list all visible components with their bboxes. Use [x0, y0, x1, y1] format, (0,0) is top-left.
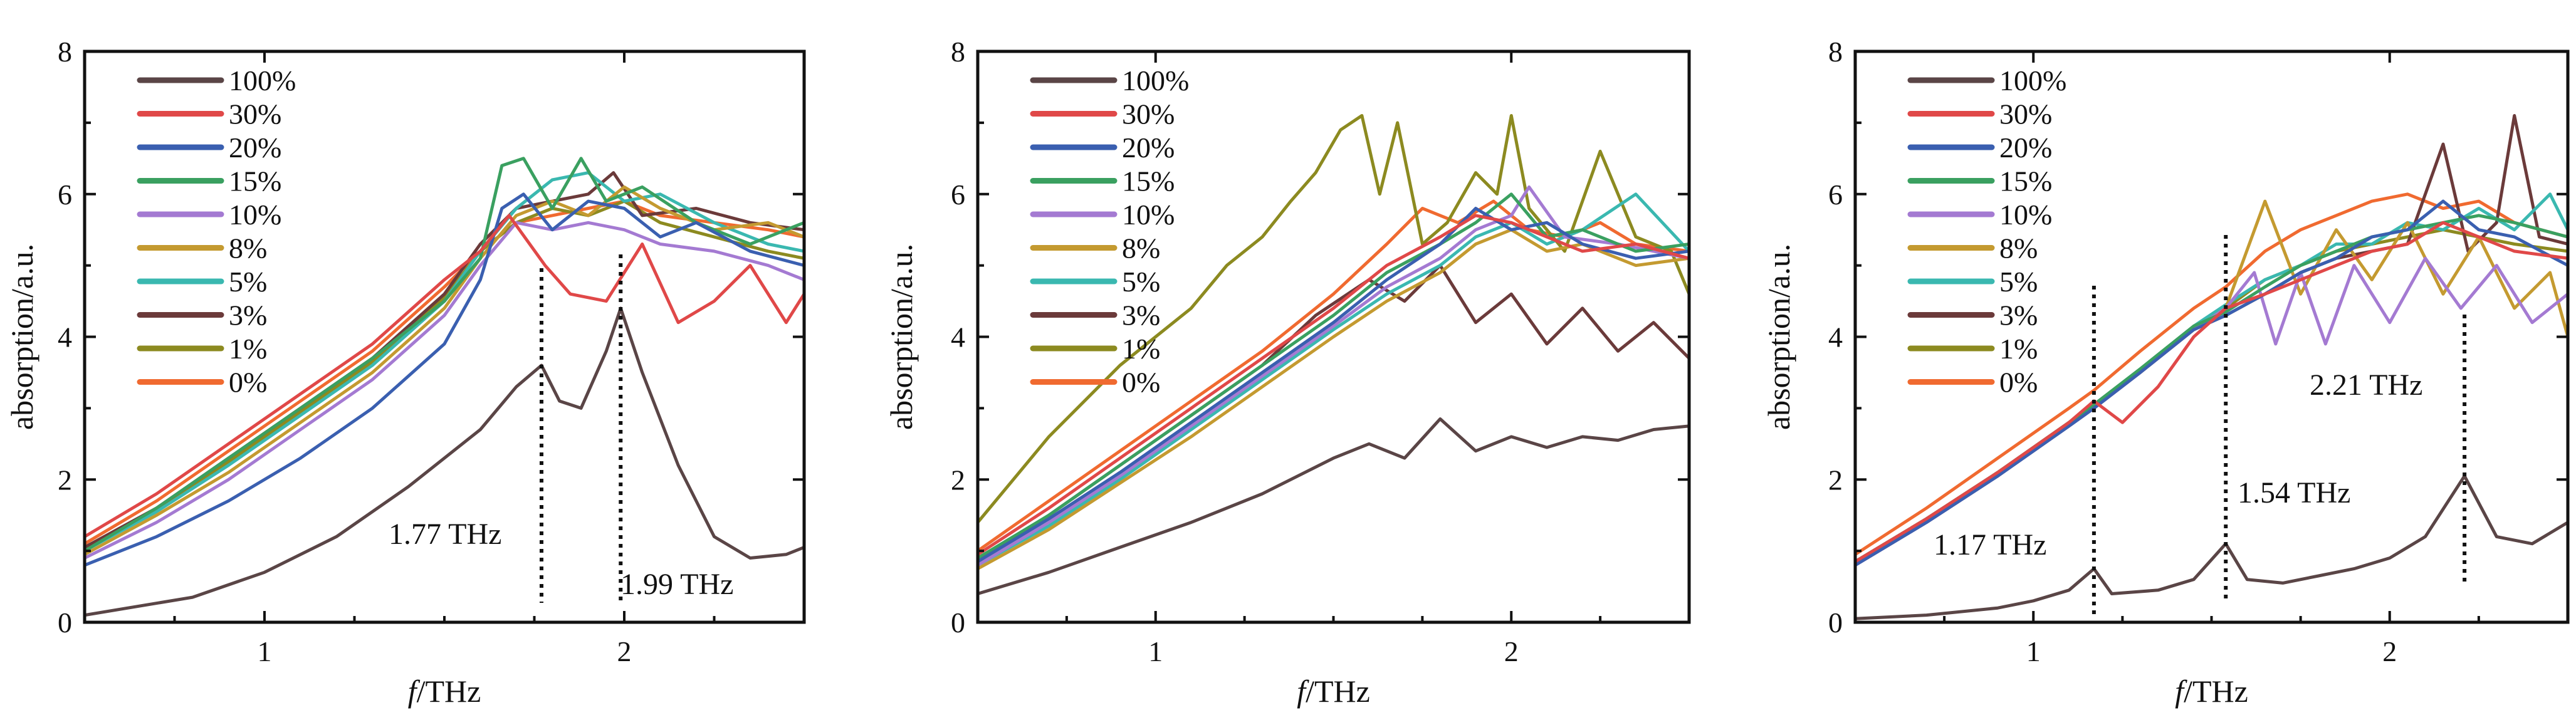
x-tick-label: 2 [1504, 635, 1519, 667]
legend-label: 3% [1999, 300, 2038, 331]
y-axis-label: absorption/a.u. [884, 244, 919, 430]
legend-label: 100% [1122, 65, 1189, 97]
series-line-5pct [85, 171, 804, 553]
legend-label: 30% [1122, 98, 1175, 130]
y-tick-label: 8 [58, 36, 72, 68]
chart-panel-3: 1.17 THz 1.54 THz 2.21 THz 0 2 4 6 8 1 2 f/THz abso… [1761, 36, 2570, 709]
legend-label: 0% [229, 367, 267, 399]
legend-label: 10% [229, 199, 281, 231]
legend-label: 0% [1999, 367, 2038, 399]
series-line-15pct [978, 192, 1689, 560]
legend-label: 8% [1122, 232, 1160, 264]
series-line-1pct [978, 114, 1689, 525]
legend-label: 30% [1999, 98, 2052, 130]
legend-label: 30% [229, 98, 281, 130]
legend-label: 5% [229, 266, 267, 298]
peak-annotation: 1.17 THz [1934, 528, 2046, 561]
series-group [978, 114, 1689, 595]
legend-label: 1% [1122, 333, 1160, 365]
legend-label: 1% [229, 333, 267, 365]
x-tick-label: 1 [258, 635, 272, 667]
series-line-100pct [978, 417, 1689, 595]
legend-label: 10% [1999, 199, 2052, 231]
y-tick-label: 6 [951, 179, 965, 211]
y-tick-label: 0 [58, 607, 72, 639]
y-tick-label: 4 [951, 321, 965, 353]
legend-label: 8% [1999, 232, 2038, 264]
series-line-100pct [85, 306, 804, 617]
series-group [85, 157, 804, 617]
legend-label: 5% [1122, 266, 1160, 298]
legend-label: 0% [1122, 367, 1160, 399]
legend-label: 1% [1999, 333, 2038, 365]
series-group [1855, 114, 2568, 620]
y-tick-label: 2 [58, 464, 72, 496]
x-axis-label: f/THz [2175, 674, 2248, 709]
legend-label: 3% [1122, 300, 1160, 331]
legend-label: 5% [1999, 266, 2038, 298]
series-line-20pct [978, 207, 1689, 563]
series-line-8pct [978, 228, 1689, 571]
legend-label: 3% [229, 300, 267, 331]
legend-label: 15% [1999, 165, 2052, 197]
legend-label: 15% [229, 165, 281, 197]
legend-label: 20% [1999, 132, 2052, 164]
x-axis-label: f/THz [1297, 674, 1370, 709]
y-tick-label: 0 [1828, 607, 1843, 639]
legend: 100%30%20%15%10%8%5%3%1%0% [137, 65, 296, 399]
y-tick-label: 8 [1828, 36, 1843, 68]
series-line-30pct [85, 214, 804, 538]
y-tick-label: 6 [58, 179, 72, 211]
x-axis-label: f/THz [408, 674, 481, 709]
series-line-10pct [1855, 256, 2568, 567]
series-line-15pct [85, 157, 804, 553]
series-line-20pct [85, 192, 804, 567]
legend-label: 8% [229, 232, 267, 264]
peak-annotation: 1.77 THz [389, 518, 501, 551]
legend: 100%30%20%15%10%8%5%3%1%0% [1907, 65, 2066, 399]
series-line-30pct [978, 214, 1689, 556]
legend-label: 20% [1122, 132, 1175, 164]
series-line-30pct [1855, 221, 2568, 563]
y-tick-label: 2 [951, 464, 965, 496]
legend-label: 10% [1122, 199, 1175, 231]
y-tick-label: 2 [1828, 464, 1843, 496]
y-tick-label: 4 [1828, 321, 1843, 353]
series-line-0pct [1855, 192, 2568, 556]
legend-label: 20% [229, 132, 281, 164]
y-tick-label: 4 [58, 321, 72, 353]
legend-label: 15% [1122, 165, 1175, 197]
y-tick-label: 0 [951, 607, 965, 639]
x-tick-label: 2 [617, 635, 632, 667]
series-line-3pct [85, 171, 804, 549]
peak-annotation: 2.21 THz [2310, 368, 2422, 402]
legend: 100%30%20%15%10%8%5%3%1%0% [1030, 65, 1189, 399]
series-line-10pct [85, 221, 804, 560]
chart-panel-1: 1.77 THz 1.99 THz 0 2 4 6 8 1 2 f/THz absorption/a… [4, 36, 806, 709]
chart-panel-2: 0 2 4 6 8 1 2 f/THz absorption/a.u. 100%30%20%15%… [884, 36, 1691, 709]
y-tick-label: 8 [951, 36, 965, 68]
series-line-100pct [1855, 474, 2568, 620]
x-tick-label: 1 [1148, 635, 1163, 667]
x-tick-label: 2 [2382, 635, 2397, 667]
legend-label: 100% [1999, 65, 2066, 97]
peak-annotation: 1.99 THz [620, 568, 733, 601]
peak-annotation: 1.54 THz [2238, 476, 2350, 509]
legend-label: 100% [229, 65, 296, 97]
x-tick-label: 1 [2026, 635, 2041, 667]
y-tick-label: 6 [1828, 179, 1843, 211]
y-axis-label: absorption/a.u. [1761, 244, 1796, 430]
y-axis-label: absorption/a.u. [4, 244, 39, 430]
